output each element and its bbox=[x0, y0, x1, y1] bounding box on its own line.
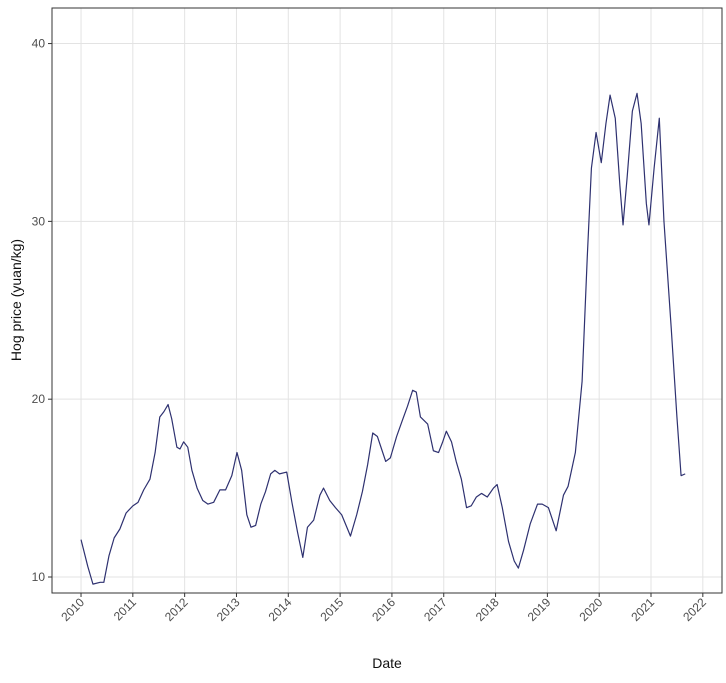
x-axis-title: Date bbox=[372, 655, 402, 671]
x-tick-label: 2015 bbox=[317, 595, 346, 624]
data-line bbox=[80, 92, 686, 585]
x-tick-label: 2017 bbox=[421, 595, 450, 624]
y-tick-label: 10 bbox=[32, 570, 46, 584]
y-axis-title: Hog price (yuan/kg) bbox=[8, 239, 24, 361]
plot-border bbox=[51, 7, 723, 594]
x-tick-label: 2010 bbox=[58, 595, 87, 624]
x-tick-label: 2011 bbox=[111, 595, 139, 623]
plot-background bbox=[52, 8, 722, 593]
x-tick-label: 2013 bbox=[214, 595, 243, 624]
x-tick-label: 2012 bbox=[162, 595, 191, 624]
x-tick-label: 2014 bbox=[266, 595, 295, 624]
x-tick-label: 2022 bbox=[680, 595, 709, 624]
y-tick-label: 20 bbox=[32, 392, 46, 406]
y-tick-label: 40 bbox=[32, 37, 46, 51]
y-tick-label: 30 bbox=[32, 214, 46, 228]
x-tick-label: 2020 bbox=[577, 595, 606, 624]
x-tick-label: 2019 bbox=[525, 595, 554, 624]
x-tick-label: 2021 bbox=[628, 595, 657, 624]
x-tick-label: 2018 bbox=[473, 595, 502, 624]
x-tick-label: 2016 bbox=[369, 595, 398, 624]
